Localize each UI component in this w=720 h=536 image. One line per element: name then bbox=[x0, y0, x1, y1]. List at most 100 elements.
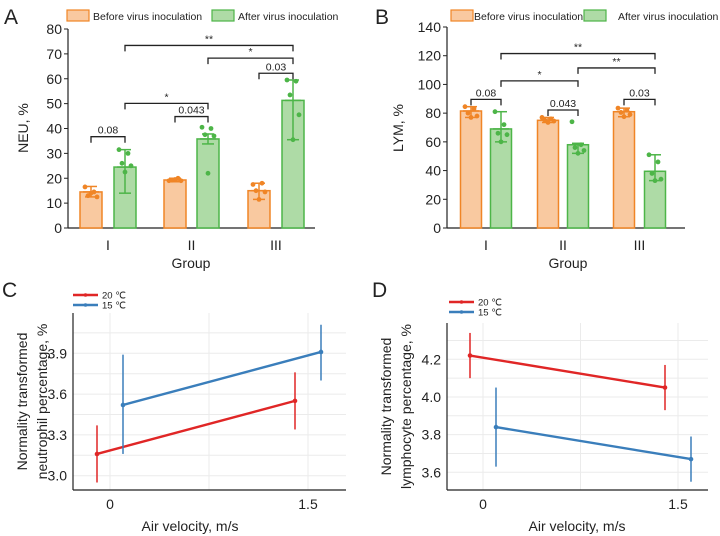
data-point bbox=[501, 122, 507, 128]
panel-a: A Before virus inoculation After virus ino… bbox=[4, 6, 339, 271]
y-tick-label: 0 bbox=[54, 220, 62, 236]
significance-label: ** bbox=[205, 33, 213, 45]
data-point bbox=[471, 106, 477, 112]
significance-label: * bbox=[248, 46, 252, 58]
y-axis-label: lymphocyte percentage, % bbox=[398, 324, 414, 489]
data-point bbox=[208, 126, 214, 131]
data-point bbox=[178, 178, 184, 184]
significance-label: 0.08 bbox=[98, 125, 119, 137]
significance-bracket bbox=[623, 98, 656, 106]
y-tick-label: 0 bbox=[433, 220, 441, 236]
y-axis-label: LYM, % bbox=[390, 104, 406, 152]
y-axis-label: Normality transformed bbox=[378, 338, 394, 476]
data-point bbox=[468, 115, 474, 120]
legend-label: After virus inoculation bbox=[618, 11, 719, 23]
data-point bbox=[199, 124, 205, 130]
legend-label: 20 ℃ bbox=[102, 291, 126, 302]
data-point bbox=[94, 194, 100, 200]
significance-label: ** bbox=[574, 42, 582, 54]
significance-bracket bbox=[207, 57, 294, 65]
panel-label: C bbox=[2, 279, 17, 302]
legend-label: Before virus inoculation bbox=[93, 11, 202, 23]
y-tick-label: 3.0 bbox=[48, 468, 68, 484]
significance-label: 0.043 bbox=[550, 98, 576, 110]
data-point bbox=[646, 152, 652, 158]
data-point bbox=[539, 115, 545, 120]
significance-label: * bbox=[164, 91, 168, 103]
y-tick-label: 3.6 bbox=[48, 386, 68, 402]
data-point bbox=[88, 190, 94, 196]
data-point bbox=[259, 180, 265, 186]
data-point bbox=[493, 424, 499, 430]
bar bbox=[566, 143, 590, 229]
series-line bbox=[495, 425, 692, 461]
y-tick-label: 3.9 bbox=[48, 345, 68, 361]
data-point bbox=[128, 163, 134, 169]
significance-bracket bbox=[500, 52, 656, 60]
significance-bracket bbox=[547, 109, 579, 116]
y-tick-label: 20 bbox=[46, 170, 62, 186]
data-point bbox=[621, 114, 627, 120]
data-point bbox=[211, 133, 217, 139]
y-tick-label: 50 bbox=[46, 96, 62, 112]
panel-label: B bbox=[375, 6, 389, 29]
data-point bbox=[318, 349, 324, 355]
data-point bbox=[658, 176, 664, 182]
significance-bracket bbox=[174, 115, 209, 123]
x-tick-label: II bbox=[188, 237, 196, 253]
data-point bbox=[581, 148, 587, 153]
y-tick-label: 80 bbox=[46, 21, 62, 37]
data-point bbox=[262, 189, 268, 195]
significance-label: ** bbox=[612, 56, 620, 68]
data-point bbox=[462, 104, 468, 110]
y-tick-label: 40 bbox=[46, 121, 62, 137]
data-point bbox=[652, 178, 658, 184]
data-point bbox=[82, 184, 88, 190]
data-point bbox=[474, 113, 480, 119]
data-point bbox=[618, 110, 624, 115]
legend-label: After virus inoculation bbox=[238, 11, 339, 23]
data-point bbox=[551, 118, 557, 124]
x-tick-label: III bbox=[270, 237, 282, 253]
significance-label: 0.08 bbox=[476, 87, 497, 99]
panel-d: D 3.6 3.8 4.0 4.2 0 1.5 Air velocity, m/s Normal… bbox=[372, 279, 708, 534]
data-point bbox=[122, 169, 128, 175]
data-point bbox=[205, 170, 211, 176]
bar bbox=[196, 138, 220, 229]
series-line bbox=[122, 350, 322, 407]
data-point bbox=[578, 142, 584, 148]
data-point bbox=[655, 159, 661, 165]
data-point bbox=[569, 119, 575, 125]
significance-bracket bbox=[90, 136, 126, 143]
series-line bbox=[469, 354, 666, 389]
data-point bbox=[492, 109, 498, 115]
significance-label: 0.03 bbox=[266, 61, 287, 73]
y-tick-label: 100 bbox=[418, 76, 442, 92]
x-tick-label: 0 bbox=[479, 496, 487, 512]
bar bbox=[536, 119, 560, 229]
legend-label: 15 ℃ bbox=[478, 308, 502, 319]
data-point bbox=[202, 132, 208, 138]
y-tick-label: 30 bbox=[46, 145, 62, 161]
x-tick-label: I bbox=[484, 237, 488, 253]
data-point bbox=[545, 120, 551, 125]
data-point bbox=[504, 132, 510, 138]
significance-bracket bbox=[258, 72, 294, 80]
x-axis-label: Group bbox=[549, 255, 588, 271]
significance-label: 0.043 bbox=[178, 105, 204, 117]
significance-bracket bbox=[124, 102, 209, 110]
y-axis-label: NEU, % bbox=[15, 103, 31, 153]
significance-bracket bbox=[470, 98, 502, 106]
y-tick-label: 3.8 bbox=[422, 427, 442, 443]
legend-marker bbox=[459, 310, 464, 314]
panel-b: B Before virus inoculation After virus ino… bbox=[375, 6, 719, 271]
y-tick-label: 40 bbox=[425, 163, 441, 179]
data-point bbox=[649, 171, 655, 176]
y-axis-label: Normality transformed bbox=[14, 333, 30, 471]
legend-marker bbox=[83, 293, 88, 297]
data-point bbox=[296, 112, 302, 118]
data-point bbox=[575, 150, 581, 156]
data-point bbox=[662, 385, 668, 390]
x-tick-label: 1.5 bbox=[298, 496, 318, 512]
